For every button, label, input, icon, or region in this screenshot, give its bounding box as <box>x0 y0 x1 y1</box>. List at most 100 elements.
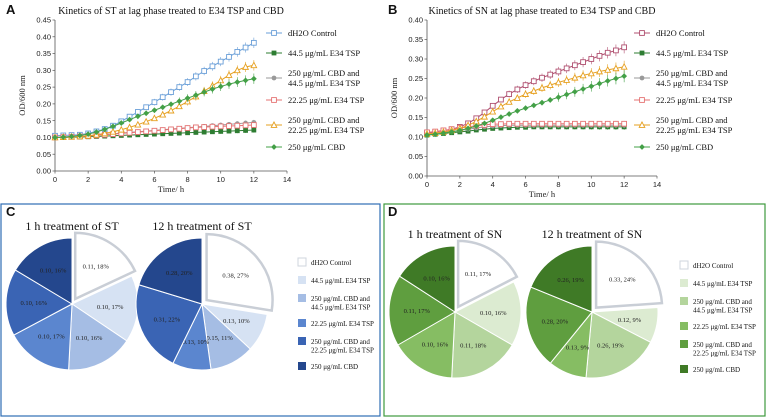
data-point <box>522 105 529 112</box>
x-tick-label: 4 <box>491 180 495 189</box>
data-point <box>588 83 595 90</box>
panel-letter-d: D <box>388 204 397 219</box>
panel-d-frame <box>383 203 766 417</box>
y-tick-label: 0.05 <box>36 150 51 159</box>
data-point <box>424 132 430 138</box>
data-point <box>465 125 471 132</box>
legend-label: 44.5 μg/mL E34 TSP <box>693 280 752 288</box>
data-point <box>456 127 463 134</box>
data-point <box>539 74 545 81</box>
legend-label: dH2O Control <box>656 28 706 38</box>
data-point <box>530 120 537 127</box>
data-point <box>522 120 529 127</box>
data-point <box>60 134 67 141</box>
slice-label: 0.26, 19% <box>557 277 584 284</box>
legend-marker <box>639 75 645 81</box>
data-point <box>489 107 497 115</box>
pie-slice <box>14 237 73 305</box>
data-point <box>201 129 207 135</box>
data-point <box>143 128 149 135</box>
legend-swatch <box>298 294 306 302</box>
data-point <box>473 123 480 129</box>
series-0 <box>52 37 257 139</box>
data-point <box>547 97 554 103</box>
data-point <box>620 62 628 70</box>
data-point <box>539 99 545 106</box>
legend-label: 250 μg/mL CBD and <box>288 68 360 78</box>
slice-label: 0.11, 18% <box>83 264 110 271</box>
data-point <box>538 83 546 91</box>
data-point <box>101 126 108 133</box>
data-point <box>209 86 216 93</box>
data-point <box>572 120 578 127</box>
data-point <box>234 49 241 55</box>
data-point <box>555 94 562 101</box>
panel-c-frame <box>0 203 381 417</box>
data-point <box>159 94 166 101</box>
data-point <box>185 130 190 136</box>
data-point <box>143 110 150 117</box>
data-point <box>167 106 175 114</box>
legend-label: 22.25 μg/mL E34 TSP <box>311 347 374 355</box>
data-point <box>135 129 141 135</box>
data-point <box>621 44 627 51</box>
data-point <box>184 79 191 85</box>
y-tick-label: 0.20 <box>408 94 423 103</box>
line-chart-a: Kinetics of ST at lag phase treated to E… <box>17 6 365 194</box>
pie-charts-d: 1 h treatment of SN 0.11, 17% 0.10, 16% 0.1… <box>388 227 756 379</box>
x-tick-label: 8 <box>185 175 189 184</box>
data-point <box>217 58 224 65</box>
legend-swatch <box>680 340 688 348</box>
x-axis-label: Time/ h <box>529 189 556 199</box>
data-point <box>588 56 595 62</box>
data-point <box>217 123 224 130</box>
legend-label: 22.25 μg/mL E34 TSP <box>288 125 365 135</box>
slice-label: 0.11, 17% <box>404 308 431 315</box>
data-point <box>596 80 603 87</box>
data-point <box>489 117 496 124</box>
data-point <box>580 120 586 127</box>
data-point <box>539 120 545 127</box>
data-point <box>251 122 257 128</box>
data-point <box>612 64 620 72</box>
legend-marker <box>639 97 645 103</box>
data-point <box>152 131 157 137</box>
legend-label: dH2O Control <box>288 28 338 38</box>
x-tick-label: 10 <box>587 180 595 189</box>
data-point <box>242 44 249 51</box>
data-point <box>225 71 233 78</box>
slice-label: 0.15, 11% <box>206 335 233 342</box>
y-tick-label: 0.10 <box>36 133 51 142</box>
data-point <box>563 120 570 127</box>
data-point <box>226 54 232 60</box>
legend-label: 250 μg/mL CBD <box>693 366 740 374</box>
data-point <box>522 90 530 97</box>
data-point <box>143 132 149 137</box>
data-point <box>530 78 537 85</box>
y-tick-label: 0.10 <box>408 133 423 142</box>
data-point <box>513 94 521 101</box>
line-chart-b: Kinetics of SN at lag phase treated to E… <box>389 6 733 199</box>
y-tick-label: 0.00 <box>408 172 423 181</box>
chart-title: Kinetics of ST at lag phase treated to E… <box>58 6 284 17</box>
legend-swatch <box>298 337 306 345</box>
x-tick-label: 12 <box>250 175 258 184</box>
y-tick-label: 0.35 <box>408 35 423 44</box>
legend-label: 250 μg/mL CBD and <box>288 115 360 125</box>
data-point <box>101 129 109 137</box>
data-point <box>209 123 216 130</box>
pie-D1: 1 h treatment of SN 0.11, 17% 0.10, 16% 0.1… <box>388 227 522 379</box>
data-point <box>547 120 554 127</box>
data-point <box>76 132 83 139</box>
data-point <box>193 124 199 131</box>
legend-marker <box>271 97 277 103</box>
data-point <box>142 117 150 125</box>
data-point <box>448 129 455 135</box>
data-point <box>604 65 612 73</box>
legend-label: dH2O Control <box>311 259 351 267</box>
pie-slice <box>456 239 519 309</box>
data-point <box>250 61 258 69</box>
data-point <box>226 81 232 87</box>
data-point <box>596 53 603 59</box>
